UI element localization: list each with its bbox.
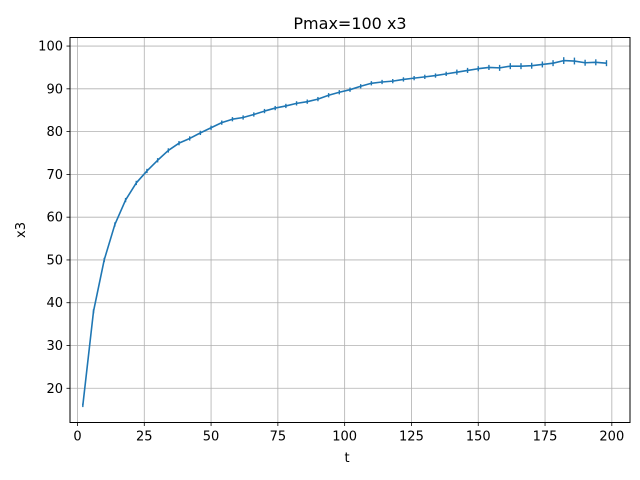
y-tick-label: 20 — [46, 382, 63, 397]
y-axis-label: x3 — [14, 222, 29, 238]
plot-frame — [69, 37, 631, 423]
x-tick-label: 175 — [533, 430, 558, 445]
x-tick-label: 200 — [599, 430, 624, 445]
x-tick-label: 50 — [203, 430, 220, 445]
y-tick-label: 90 — [46, 82, 63, 97]
x-axis-ticks: 0 25 50 75 100 125 150 175 200 — [73, 422, 624, 445]
y-tick-label: 70 — [46, 168, 63, 183]
y-tick-label: 40 — [46, 296, 63, 311]
series-line-x3 — [82, 59, 607, 406]
x-tick-label: 25 — [136, 430, 153, 445]
x-tick-label: 100 — [332, 430, 357, 445]
y-tick-label: 30 — [46, 339, 63, 354]
y-axis-ticks: 20 30 40 50 60 70 80 90 100 — [38, 40, 70, 397]
y-tick-label: 60 — [46, 211, 63, 226]
y-tick-label: 80 — [46, 125, 63, 140]
y-tick-label: 50 — [46, 253, 63, 268]
x-tick-label: 150 — [466, 430, 491, 445]
series-layer — [82, 57, 608, 408]
y-tick-label: 100 — [38, 40, 63, 55]
x-tick-label: 0 — [73, 430, 81, 445]
chart-title: Pmax=100 x3 — [293, 14, 406, 33]
x-tick-label: 125 — [399, 430, 424, 445]
x-tick-label: 75 — [270, 430, 287, 445]
x-axis-label: t — [344, 451, 349, 466]
